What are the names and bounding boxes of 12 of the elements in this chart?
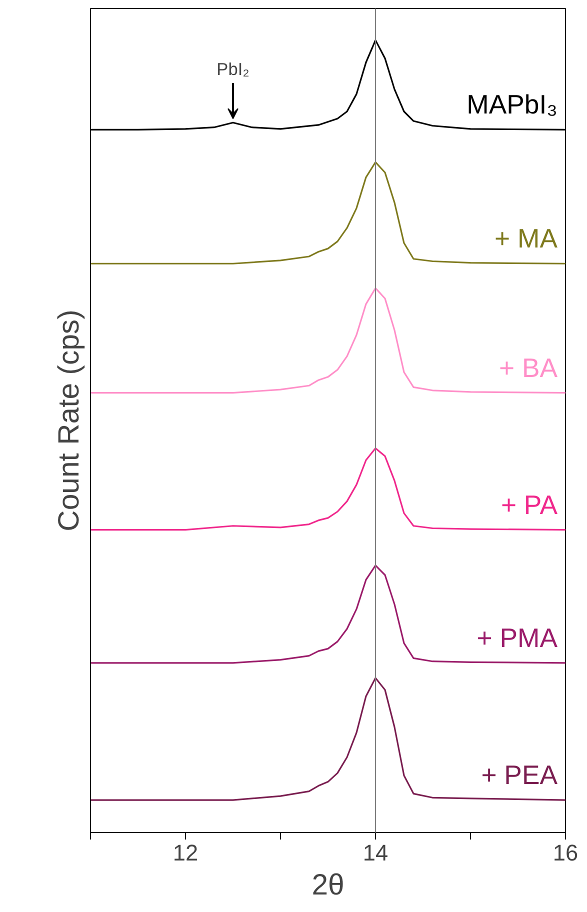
series-label: + MA [494,224,558,254]
series-label: + PMA [476,622,558,653]
series-label: MAPbI₃ [466,90,558,120]
y-axis-title: Count Rate (cps) [52,310,86,532]
x-tick-label: 16 [552,840,578,866]
x-tick-label: 14 [362,840,388,866]
annotation: PbI₂ [216,58,250,79]
series-label: + BA [498,352,558,383]
series-label: + PEA [481,760,558,790]
series-label: + PA [500,490,558,520]
x-axis-title: 2θ [312,868,344,902]
x-tick-label: 12 [172,840,198,866]
